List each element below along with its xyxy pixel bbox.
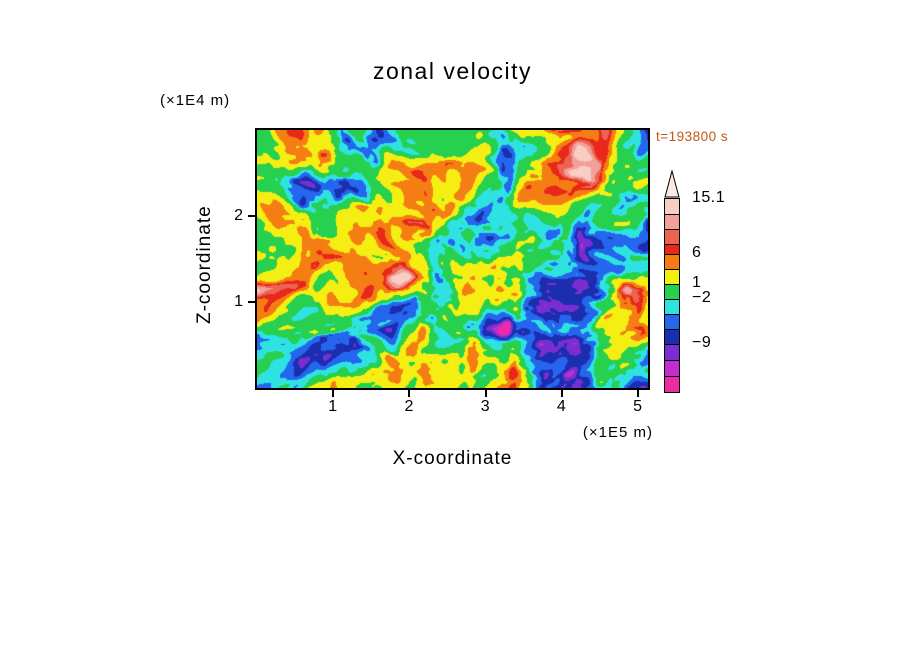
plot-area: 1 2 3 4 5 1 2 [234,128,650,415]
x-axis-label: X-coordinate [392,448,513,469]
x-tick-label: 5 [633,398,644,415]
heatmap-canvas [257,130,648,388]
x-tick-label: 3 [480,398,491,415]
time-annotation: t=193800 s [656,129,729,144]
z-axis-unit: (×1E4 m) [160,92,231,109]
colorbar-segment [665,359,679,376]
colorbar-segment [665,283,679,299]
x-tick-mark [637,390,640,397]
chart-title: zonal velocity [372,58,533,84]
x-tick-mark [560,390,563,397]
x-tick-label: 1 [328,398,339,415]
colorbar-segment [665,328,679,344]
x-tick-label: 4 [556,398,567,415]
x-tick-label: 2 [404,398,415,415]
z-tick-label: 1 [234,293,244,310]
colorbar-segment [665,254,679,269]
colorbar [663,170,681,393]
z-tick-mark [248,214,255,217]
colorbar-label: 6 [692,244,702,261]
colorbar-segment [665,375,679,392]
colorbar-label: −9 [692,333,712,351]
colorbar-segment [665,199,679,214]
colorbar-arrow-icon [664,170,680,198]
z-axis-label: Z-coordinate [194,205,215,325]
colorbar-label: 15.1 [692,189,726,206]
colorbar-label: 1 [692,273,702,291]
x-axis-unit: (×1E5 m) [582,424,653,441]
colorbar-segment [665,343,679,360]
z-tick-mark [248,300,255,303]
z-tick-label: 2 [234,207,244,224]
colorbar-segment [665,243,679,254]
x-tick-mark [484,390,487,397]
colorbar-segment [665,228,679,244]
x-tick-mark [408,390,411,397]
colorbar-segment [665,268,679,284]
colorbar-segment [665,298,679,314]
colorbar-label: −2 [692,288,712,306]
colorbar-segments [664,198,680,393]
colorbar-segment [665,313,679,329]
x-tick-mark [332,390,335,397]
colorbar-segment [665,213,679,229]
